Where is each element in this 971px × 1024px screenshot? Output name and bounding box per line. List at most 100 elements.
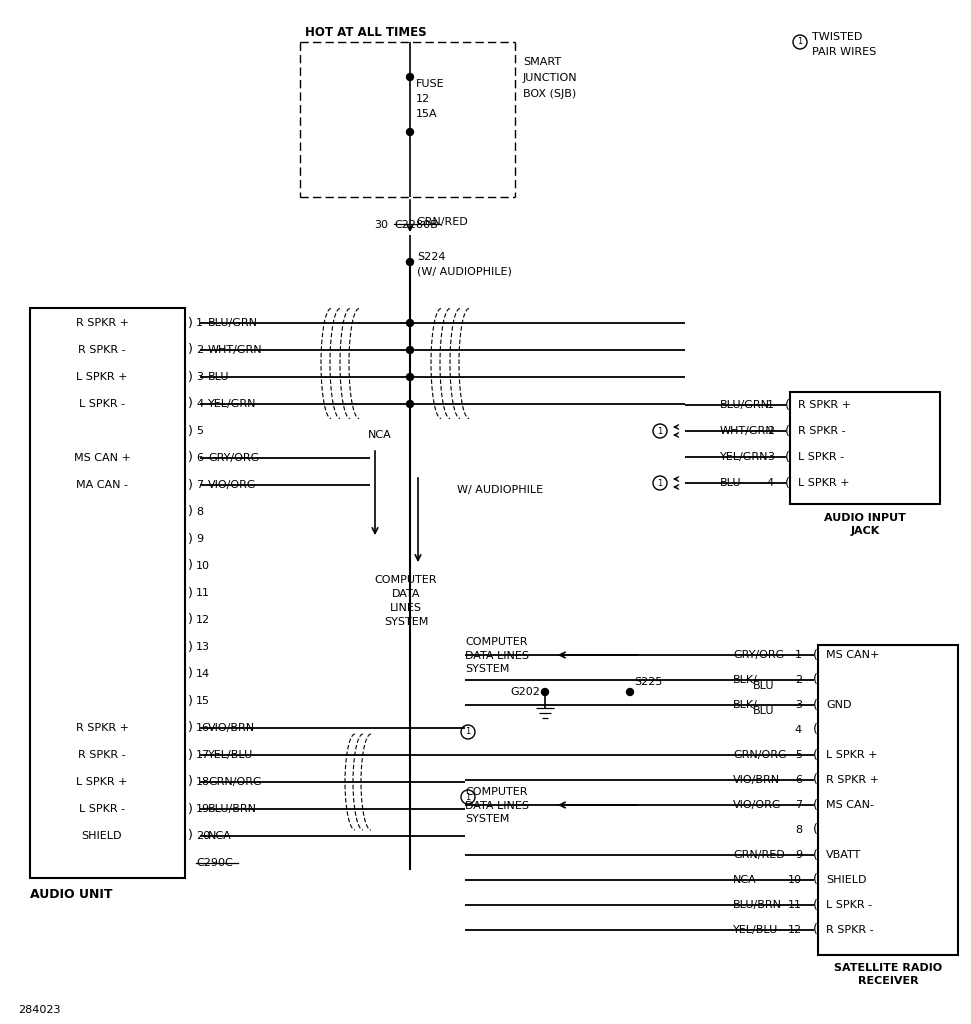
Text: (: ( — [813, 924, 818, 937]
Text: SHIELD: SHIELD — [826, 874, 866, 885]
Text: R SPKR -: R SPKR - — [79, 750, 126, 760]
Text: 4: 4 — [196, 399, 203, 409]
Text: GRN/ORG: GRN/ORG — [208, 777, 261, 787]
Text: VIO/BRN: VIO/BRN — [733, 775, 780, 785]
Text: YEL/GRN: YEL/GRN — [208, 399, 256, 409]
Text: BLU: BLU — [753, 706, 775, 716]
Text: GRN/ORG: GRN/ORG — [733, 750, 787, 760]
Circle shape — [407, 400, 414, 408]
Text: HOT AT ALL TIMES: HOT AT ALL TIMES — [305, 26, 426, 39]
Text: 8: 8 — [795, 825, 802, 835]
Text: SMART: SMART — [523, 57, 561, 67]
Text: ): ) — [188, 425, 193, 437]
Text: VIO/ORG: VIO/ORG — [733, 800, 782, 810]
Text: 9: 9 — [795, 850, 802, 860]
Text: ): ) — [188, 478, 193, 492]
Text: C2280B: C2280B — [394, 220, 438, 230]
Text: ): ) — [188, 371, 193, 384]
Circle shape — [407, 346, 414, 353]
Text: BLK/: BLK/ — [733, 675, 758, 685]
Text: 7: 7 — [196, 480, 203, 490]
Text: ): ) — [188, 559, 193, 572]
Text: 15: 15 — [196, 696, 210, 706]
Text: ): ) — [188, 668, 193, 681]
Text: VIO/ORG: VIO/ORG — [208, 480, 256, 490]
Text: (: ( — [813, 898, 818, 911]
Text: (: ( — [813, 849, 818, 861]
Text: 14: 14 — [196, 669, 210, 679]
Text: ): ) — [188, 452, 193, 465]
Text: (: ( — [786, 476, 790, 489]
Text: 11: 11 — [196, 588, 210, 598]
Text: YEL/GRN: YEL/GRN — [720, 452, 768, 462]
Text: (: ( — [813, 873, 818, 887]
Text: (: ( — [786, 425, 790, 437]
Text: R SPKR -: R SPKR - — [826, 925, 874, 935]
Circle shape — [407, 374, 414, 381]
Text: (: ( — [813, 698, 818, 712]
Text: 8: 8 — [196, 507, 203, 517]
Text: 3: 3 — [196, 372, 203, 382]
Bar — [790, 392, 940, 504]
Text: JACK: JACK — [851, 526, 880, 536]
Text: NCA: NCA — [733, 874, 756, 885]
Text: RECEIVER: RECEIVER — [857, 976, 919, 986]
Text: DATA LINES: DATA LINES — [465, 801, 529, 811]
Text: 15A: 15A — [416, 109, 438, 119]
Text: 5: 5 — [795, 750, 802, 760]
Text: ): ) — [188, 316, 193, 330]
Text: 10: 10 — [196, 561, 210, 571]
Text: ): ) — [188, 587, 193, 599]
Text: L SPKR -: L SPKR - — [79, 399, 125, 409]
Text: S225: S225 — [634, 677, 662, 687]
Text: 10: 10 — [788, 874, 802, 885]
Text: 6: 6 — [795, 775, 802, 785]
Text: 1: 1 — [196, 318, 203, 328]
Text: L SPKR +: L SPKR + — [77, 372, 128, 382]
Text: YEL/BLU: YEL/BLU — [208, 750, 253, 760]
Text: VBATT: VBATT — [826, 850, 861, 860]
Text: BLU/BRN: BLU/BRN — [208, 804, 257, 814]
Text: L SPKR +: L SPKR + — [826, 750, 878, 760]
Text: 4: 4 — [795, 725, 802, 735]
Text: SHIELD: SHIELD — [82, 831, 122, 841]
Text: BLU/BRN: BLU/BRN — [733, 900, 782, 910]
Text: BLK/: BLK/ — [733, 700, 758, 710]
Text: ): ) — [188, 722, 193, 734]
Text: (W/ AUDIOPHILE): (W/ AUDIOPHILE) — [417, 266, 512, 276]
Text: L SPKR -: L SPKR - — [79, 804, 125, 814]
Text: COMPUTER: COMPUTER — [375, 575, 437, 585]
Text: 12: 12 — [787, 925, 802, 935]
Circle shape — [407, 258, 414, 265]
Text: SATELLITE RADIO: SATELLITE RADIO — [834, 963, 942, 973]
Circle shape — [407, 128, 414, 135]
Text: R SPKR +: R SPKR + — [798, 400, 851, 410]
Text: PAIR WIRES: PAIR WIRES — [812, 47, 876, 57]
Text: SYSTEM: SYSTEM — [465, 664, 510, 674]
Text: R SPKR +: R SPKR + — [826, 775, 879, 785]
Text: 1: 1 — [465, 727, 471, 736]
Text: (: ( — [813, 674, 818, 686]
Text: 1: 1 — [657, 427, 662, 435]
Text: TWISTED: TWISTED — [812, 32, 862, 42]
Text: (: ( — [813, 799, 818, 811]
Text: 16: 16 — [196, 723, 210, 733]
Text: 1: 1 — [657, 478, 662, 487]
Text: W/ AUDIOPHILE: W/ AUDIOPHILE — [457, 485, 543, 495]
Text: 7: 7 — [795, 800, 802, 810]
Text: R SPKR -: R SPKR - — [79, 345, 126, 355]
Text: SYSTEM: SYSTEM — [465, 814, 510, 824]
Circle shape — [407, 74, 414, 81]
Text: BLU: BLU — [208, 372, 229, 382]
Text: 9: 9 — [196, 534, 203, 544]
Text: R SPKR +: R SPKR + — [76, 723, 128, 733]
Text: SYSTEM: SYSTEM — [384, 617, 428, 627]
Text: ): ) — [188, 343, 193, 356]
Text: BLU: BLU — [720, 478, 742, 488]
Text: NCA: NCA — [208, 831, 232, 841]
Text: L SPKR +: L SPKR + — [77, 777, 128, 787]
Text: L SPKR -: L SPKR - — [826, 900, 872, 910]
Text: ): ) — [188, 532, 193, 546]
Text: 2: 2 — [196, 345, 203, 355]
Text: 284023: 284023 — [18, 1005, 60, 1015]
